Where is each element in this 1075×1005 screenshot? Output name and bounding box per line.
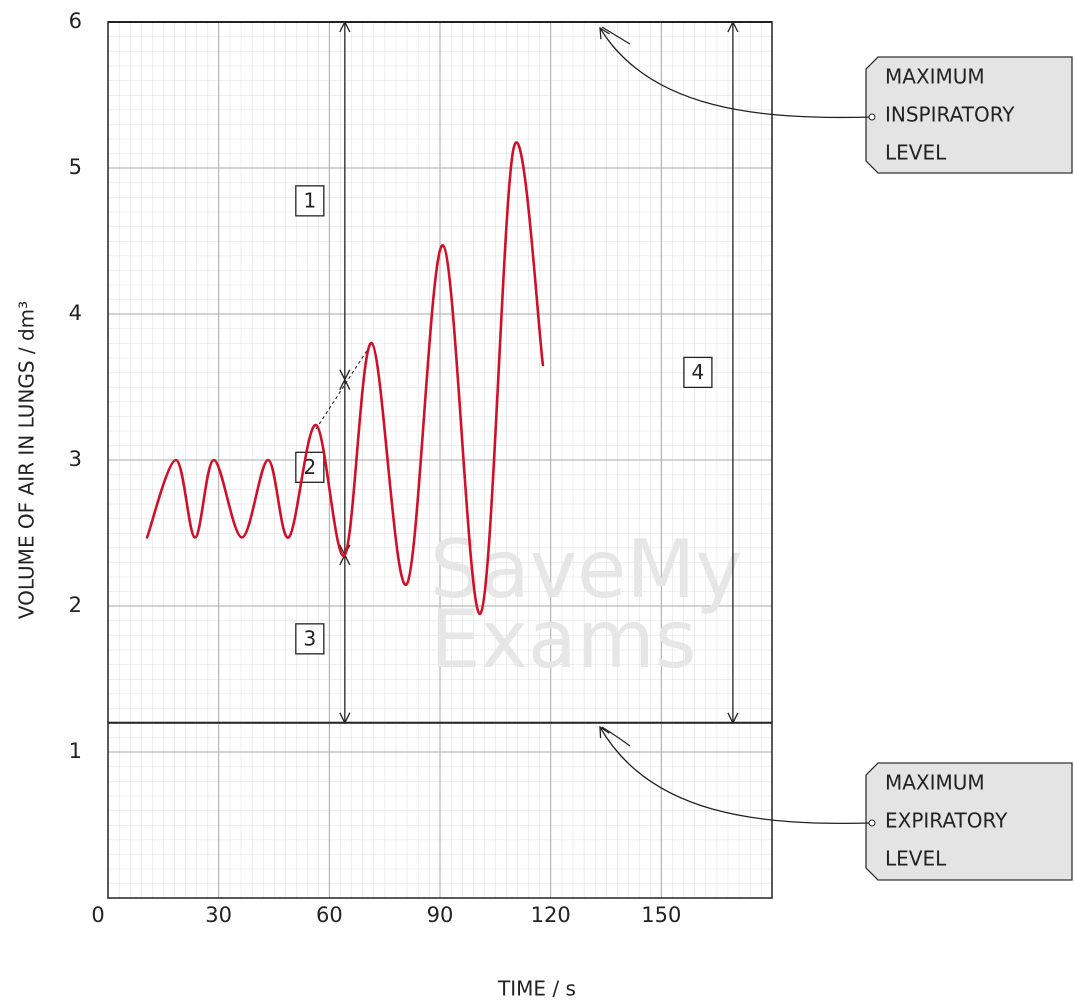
callout-text: INSPIRATORY: [885, 103, 1015, 127]
label-box: [683, 356, 713, 389]
callout-text: LEVEL: [885, 847, 947, 871]
x-axis-label: TIME / s: [497, 977, 576, 1001]
callout-box: [865, 762, 1073, 881]
plot: 1 2 3 4: [108, 21, 772, 724]
label-text: 4: [692, 360, 705, 384]
arrow-flick: [601, 26, 631, 747]
watermark-text: Exams: [430, 593, 697, 686]
label-text: 3: [303, 626, 316, 650]
y-tick-label: 5: [69, 155, 82, 179]
tangent-line: [315, 342, 373, 430]
callout-dot: [868, 113, 876, 121]
y-tick-label: 4: [69, 301, 82, 325]
label-box: [295, 451, 325, 483]
callout-text: MAXIMUM: [885, 65, 985, 89]
callout-text: EXPIRATORY: [885, 809, 1008, 833]
x-tick-label: 150: [641, 903, 681, 927]
y-axis-label: VOLUME OF AIR IN LUNGS / dm³: [15, 301, 39, 619]
volume-trace: [145, 141, 545, 615]
x-tick-label: 30: [205, 903, 232, 927]
y-tick-label: 1: [69, 739, 82, 763]
y-tick-label: 3: [69, 447, 82, 471]
y-tick-label: 2: [69, 593, 82, 617]
label-box: [295, 623, 325, 655]
callout-text: MAXIMUM: [885, 771, 985, 795]
grid: [107, 21, 772, 898]
callout-text: LEVEL: [885, 141, 947, 165]
x-tick-label: 120: [531, 903, 571, 927]
label-text: 1: [303, 188, 316, 212]
label-box: [295, 185, 325, 217]
label-text: 2: [303, 455, 316, 479]
x-tick-label: 0: [91, 903, 104, 927]
callout-dot: [868, 819, 876, 827]
x-tick-label: 60: [316, 903, 343, 927]
callout-arrow: [600, 28, 873, 119]
x-tick-label: 90: [427, 903, 454, 927]
callout-arrow: [600, 727, 873, 825]
watermark-text: SaveMy: [430, 523, 743, 616]
callout-box: [865, 56, 1073, 174]
y-tick-label: 6: [69, 9, 82, 33]
